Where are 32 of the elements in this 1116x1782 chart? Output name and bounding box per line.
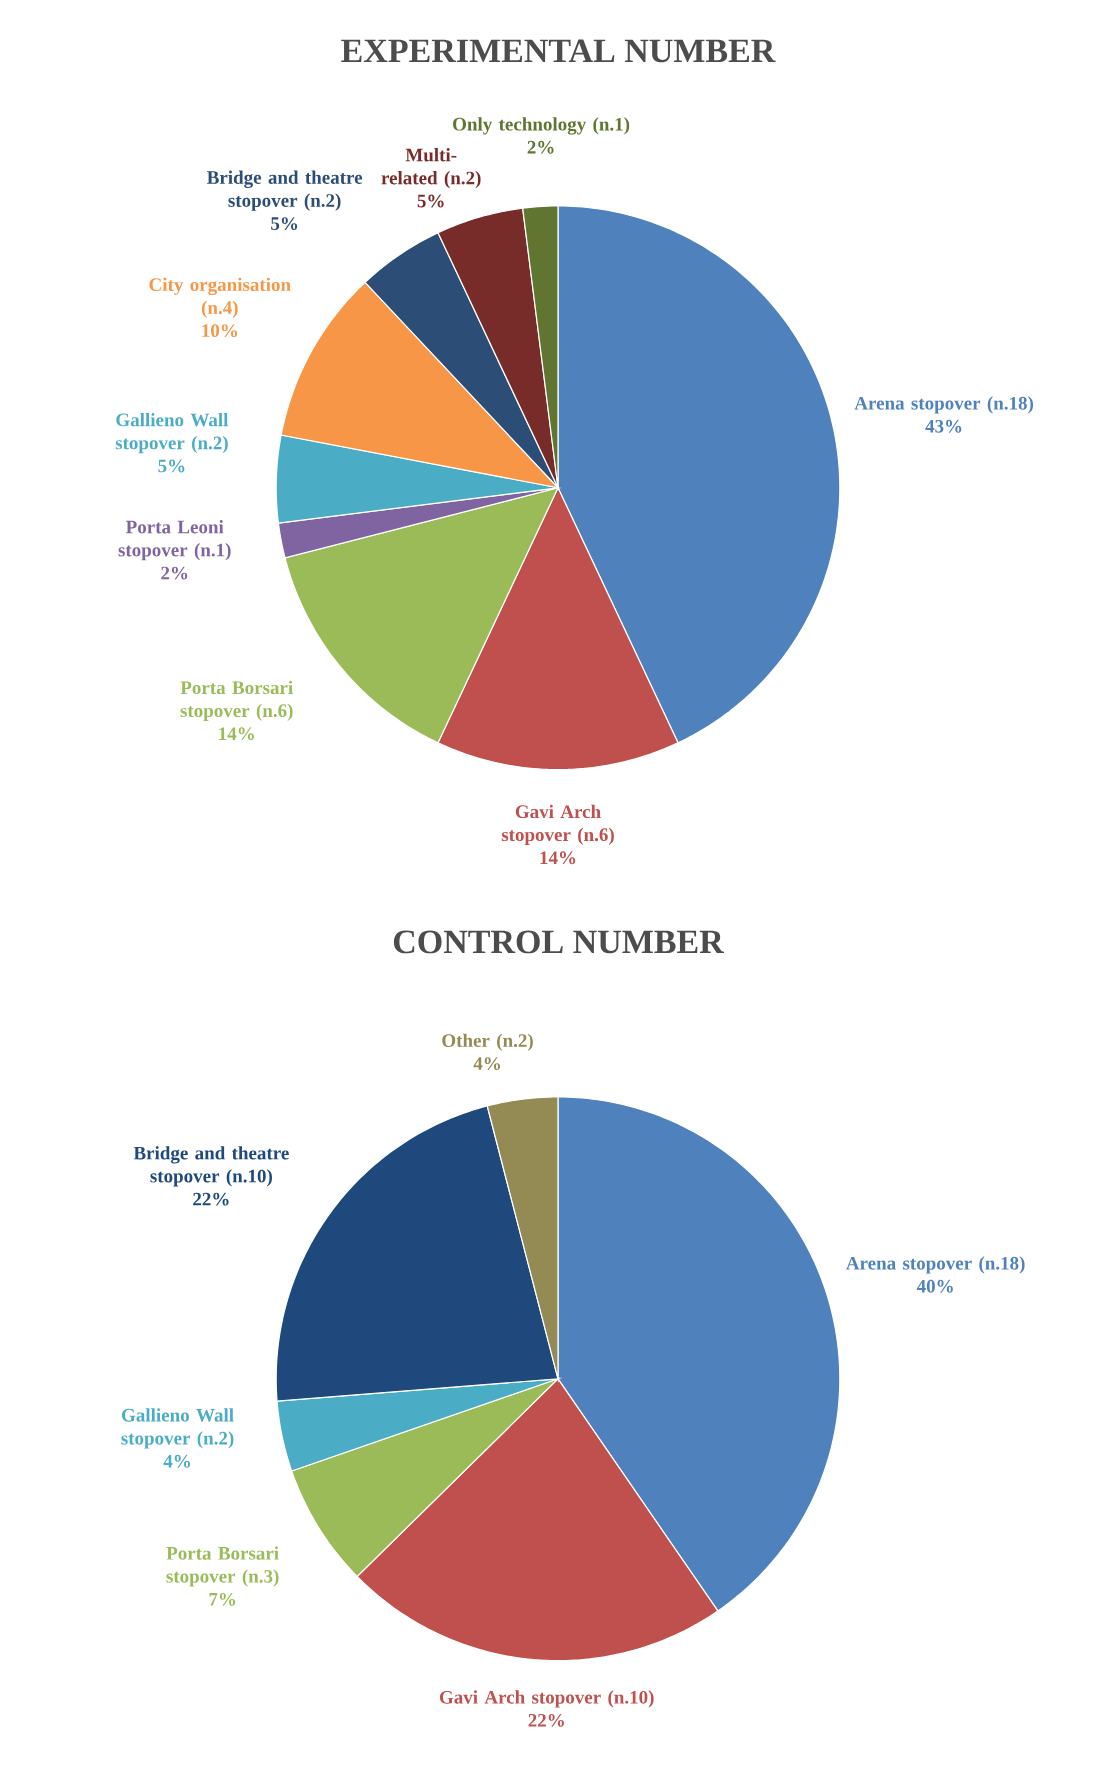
slice-label: Other (n.2) — [442, 1033, 533, 1051]
data-label: 7% — [209, 1592, 236, 1606]
slice-label: Gallieno Wall stopover (n.2) — [121, 1408, 234, 1449]
slice-label: Porta Borsari stopover (n.3) — [166, 1546, 279, 1587]
slice-label: Multi-related (n.2) — [381, 148, 481, 189]
data-label: 40% — [916, 1279, 953, 1293]
chart-title: EXPERIMENTAL NUMBER — [341, 39, 776, 63]
slice-label: Only technology (n.1) — [453, 117, 630, 135]
slice-label: Gallieno Wall stopover (n.2) — [115, 412, 229, 454]
slice-label: Gavi Arch stopover (n.6) — [501, 804, 614, 845]
slice-label: Porta Borsari stopover (n.6) — [180, 680, 293, 721]
data-label: 4% — [473, 1057, 500, 1071]
slice-label: Arena stopover (n.18) — [854, 396, 1034, 414]
data-label: 10% — [202, 324, 238, 338]
data-label: 5% — [417, 194, 444, 208]
data-label: 5% — [271, 217, 298, 231]
slice-label: Porta Leoni stopover (n.1) — [118, 520, 231, 561]
slice-label: Bridge and theatre stopover (n.10) — [133, 1146, 289, 1187]
data-label: 22% — [193, 1192, 229, 1206]
slice-label: Arena stopover (n.18) — [846, 1256, 1025, 1274]
data-label: 43% — [925, 419, 962, 433]
data-label: 2% — [161, 566, 188, 580]
data-label: 4% — [163, 1454, 190, 1468]
slice-label: City organisation (n.4) — [149, 277, 291, 318]
data-label: 22% — [528, 1713, 564, 1727]
slice-label: Bridge and theatre stopover (n.2) — [207, 170, 363, 211]
slice-label: Gavi Arch stopover (n.10) — [439, 1690, 654, 1708]
data-label: 2% — [527, 140, 554, 154]
data-label: 14% — [219, 727, 254, 741]
data-label: 14% — [540, 851, 576, 865]
chart-title: CONTROL NUMBER — [393, 930, 725, 954]
data-label: 5% — [158, 459, 185, 473]
